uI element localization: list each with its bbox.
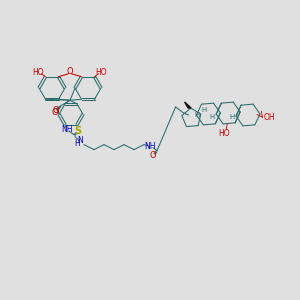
Text: NH: NH: [61, 125, 73, 134]
Text: O: O: [52, 108, 58, 117]
Text: N: N: [77, 136, 83, 145]
Text: H: H: [210, 114, 215, 120]
Text: HO: HO: [218, 128, 230, 137]
Text: O: O: [67, 67, 73, 76]
Text: H: H: [74, 139, 80, 148]
Text: H: H: [230, 114, 235, 120]
Text: O: O: [150, 151, 156, 160]
Text: HO: HO: [33, 68, 44, 77]
Text: O: O: [52, 106, 59, 115]
Polygon shape: [184, 102, 191, 108]
Text: OH: OH: [263, 113, 275, 122]
Text: H: H: [194, 112, 199, 118]
Text: H: H: [202, 107, 207, 113]
Text: NH: NH: [144, 142, 156, 151]
Text: HO: HO: [96, 68, 107, 77]
Text: S: S: [74, 126, 82, 136]
